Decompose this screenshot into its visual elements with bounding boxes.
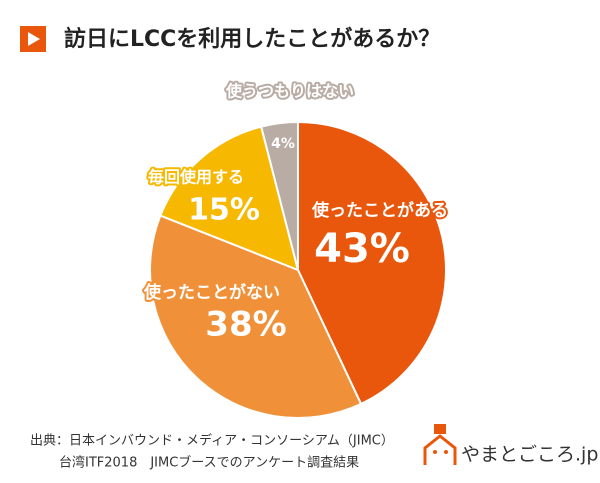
pie-slice <box>159 125 300 272</box>
slice-label: 毎回使用する <box>148 168 244 187</box>
value-label: 38% <box>205 305 286 345</box>
pie-slice <box>149 214 363 419</box>
title-icon-arrow <box>28 32 40 46</box>
value-label: 4% <box>271 136 295 152</box>
value-label: 15% <box>188 193 260 228</box>
pie-slice <box>297 120 447 406</box>
value-label: 43% <box>314 226 410 272</box>
logo-icon <box>423 424 457 465</box>
slice-label: 使ったことがある <box>311 200 448 221</box>
source-line: 出典：日本インバウンド・メディア・コンソーシアム（JIMC） <box>30 433 394 449</box>
pie <box>149 120 447 419</box>
pie-slice <box>259 120 299 271</box>
slice-label: 使ったことがない <box>143 282 280 303</box>
source-line: 台湾ITF2018 JIMCブースでのアンケート調査結果 <box>59 455 359 471</box>
chart-title: 訪日にLCCを利用したことがあるか？ <box>64 26 440 52</box>
logo-text: やまとごころ.jp <box>461 444 598 466</box>
slice-label: 使うつもりはない <box>225 82 354 101</box>
